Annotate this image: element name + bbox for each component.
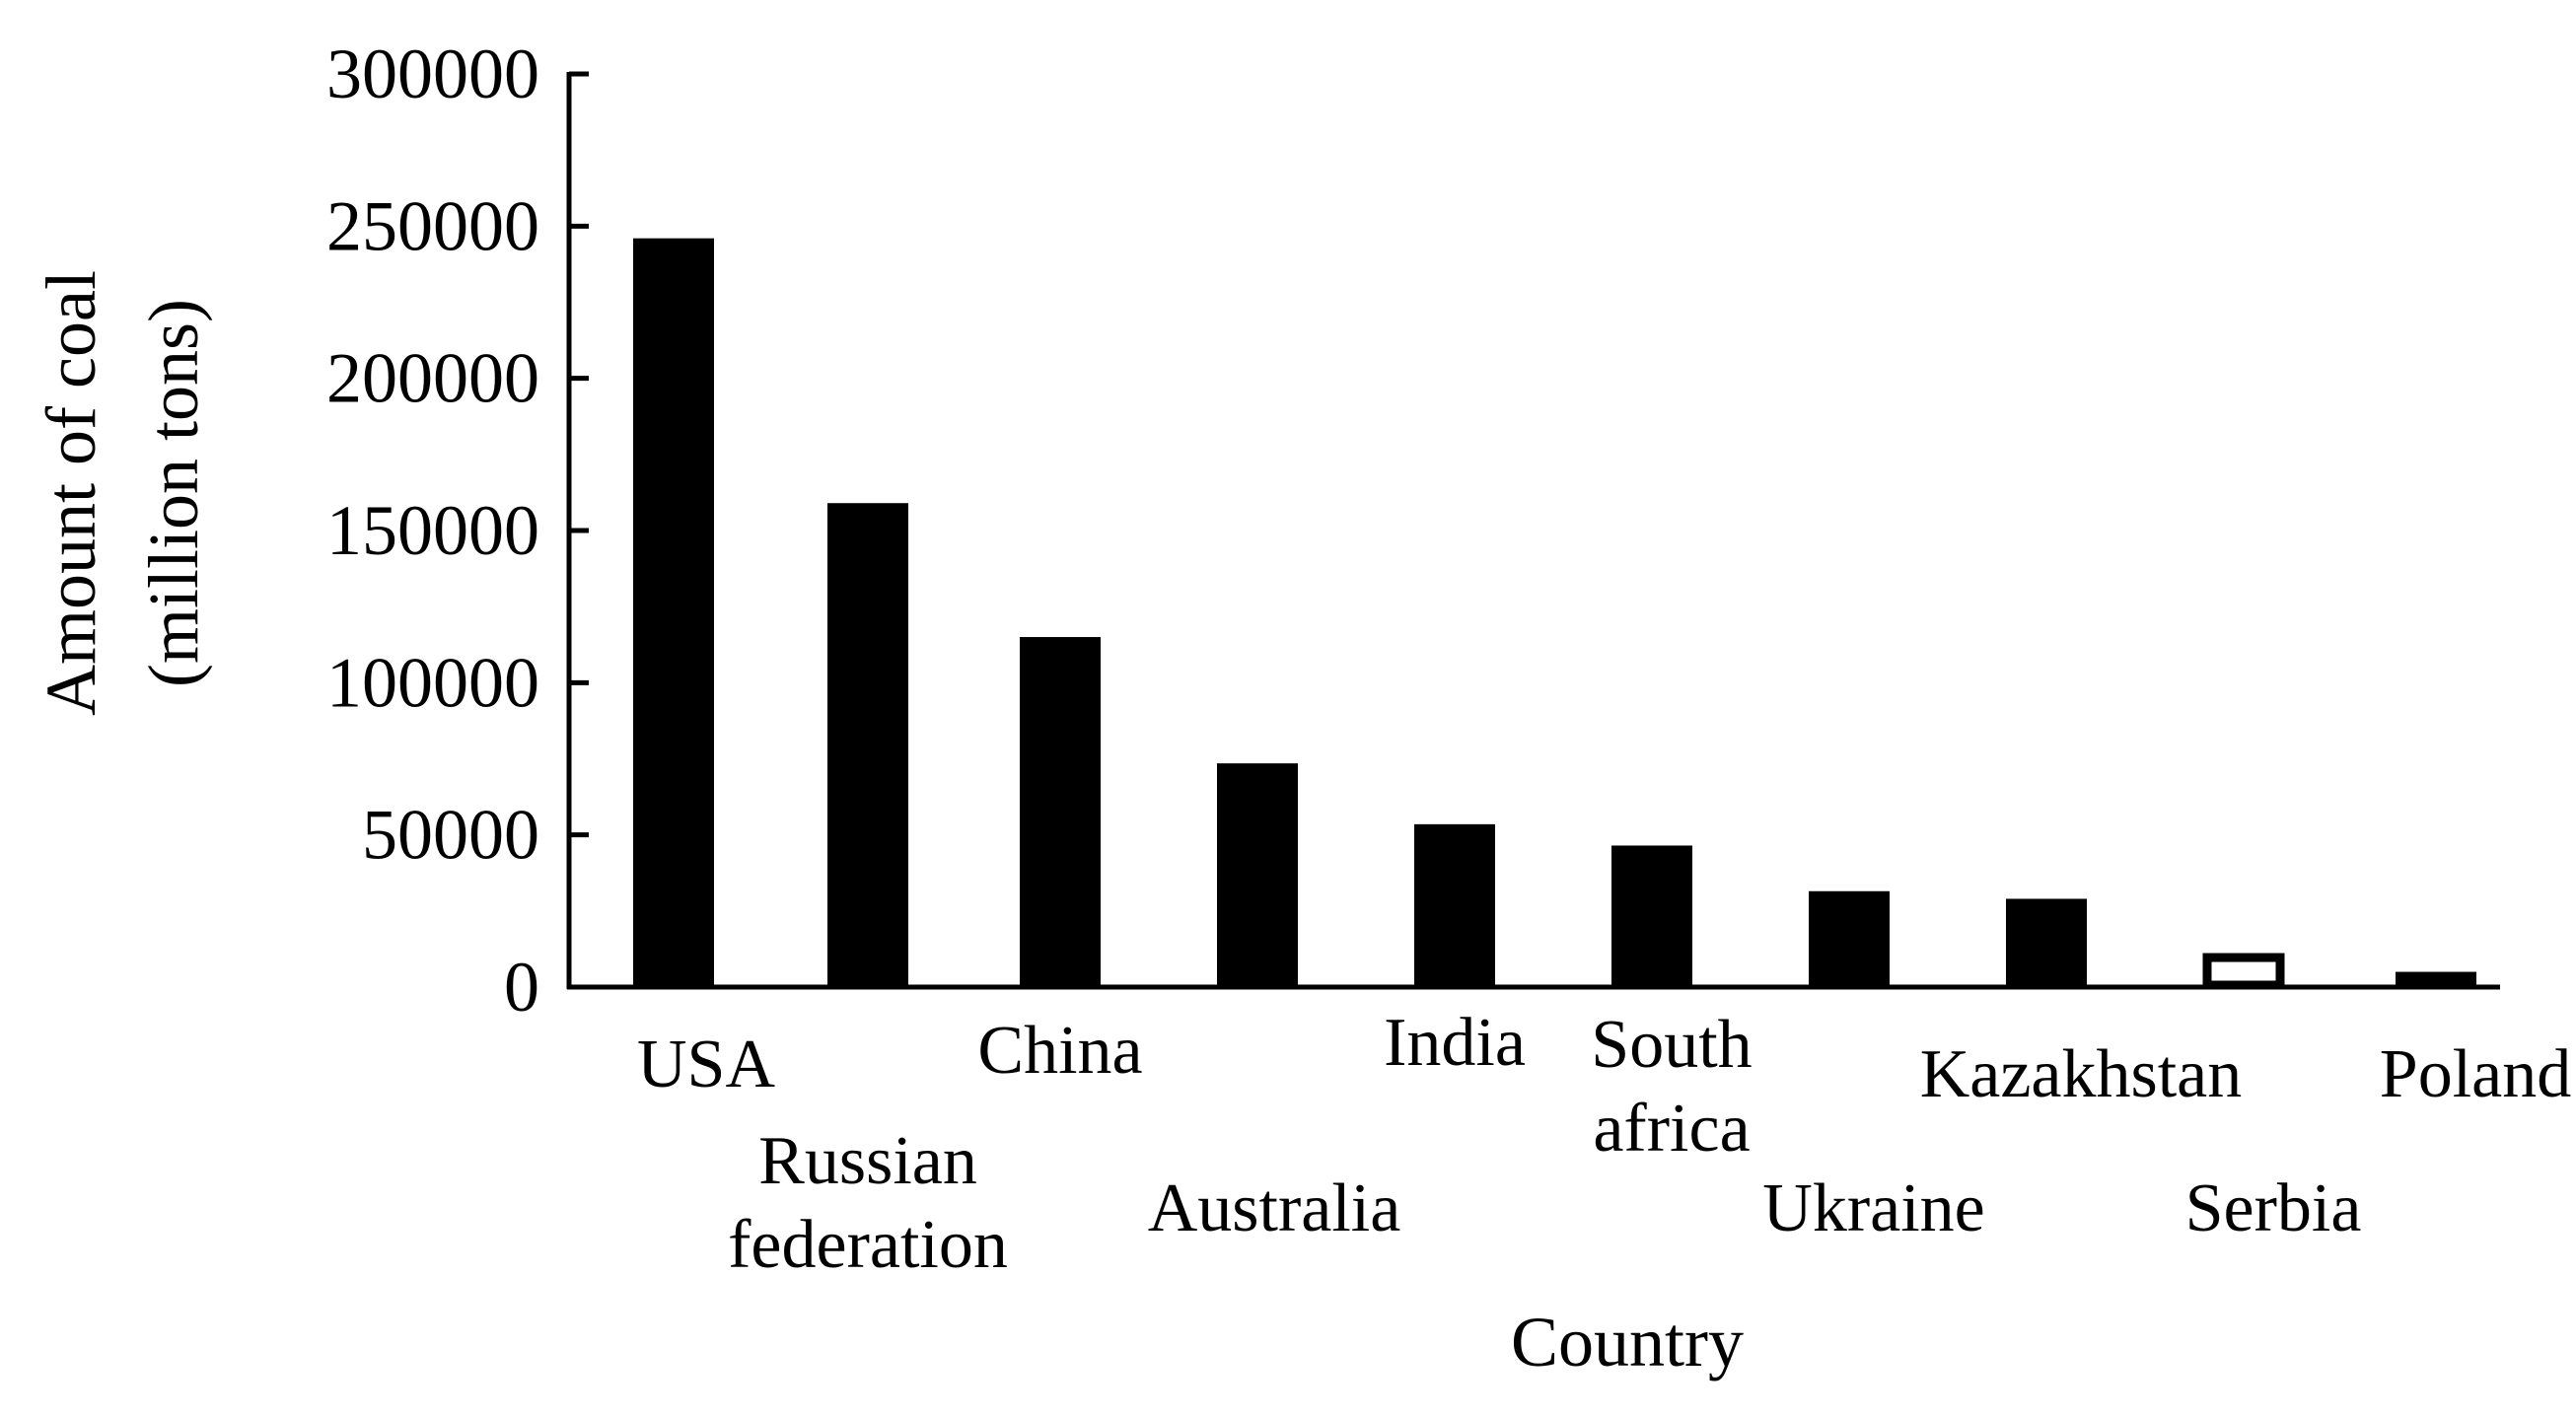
bar-ukraine xyxy=(1809,890,1890,987)
y-tick-label: 50000 xyxy=(362,796,539,875)
x-axis-label: Country xyxy=(1511,1303,1744,1382)
category-label: India xyxy=(1384,1005,1526,1081)
y-tick-label: 150000 xyxy=(326,491,539,570)
category-label: China xyxy=(977,1013,1142,1089)
bar-india xyxy=(1414,823,1495,987)
category-label: Ukraine xyxy=(1762,1170,1984,1246)
bar-usa xyxy=(633,238,714,987)
bar-poland xyxy=(2396,971,2476,987)
category-label: Russian xyxy=(758,1123,977,1199)
category-labels: USA Russian federation China Australia India S… xyxy=(637,1005,2571,1283)
y-axis-ticks: 0 50000 100000 150000 200000 250000 300000 xyxy=(326,35,589,1027)
category-label: South xyxy=(1591,1007,1752,1083)
y-axis-label-line-2: (million tons) xyxy=(134,299,213,687)
y-tick-label: 200000 xyxy=(326,339,539,418)
y-tick-label: 0 xyxy=(504,948,539,1027)
bar-south-africa xyxy=(1611,845,1692,987)
bars xyxy=(633,238,2476,990)
y-axis-label: Amount of coal (million tons) xyxy=(32,270,213,716)
bar-serbia xyxy=(2202,953,2285,990)
bar-kazakhstan xyxy=(2006,898,2087,987)
bar-china xyxy=(1020,637,1101,987)
category-label: Poland xyxy=(2380,1036,2571,1112)
category-label: Australia xyxy=(1148,1170,1401,1246)
y-tick-label: 250000 xyxy=(326,186,539,265)
category-label: africa xyxy=(1593,1091,1750,1167)
category-label: Serbia xyxy=(2185,1170,2362,1246)
bar-russian-federation xyxy=(827,503,908,987)
bar-australia xyxy=(1217,763,1298,987)
category-label: Kazakhstan xyxy=(1920,1036,2243,1112)
y-tick-label: 100000 xyxy=(326,643,539,722)
category-label: federation xyxy=(728,1207,1008,1283)
category-label: USA xyxy=(637,1027,775,1102)
y-axis-label-line-1: Amount of coal xyxy=(32,270,110,716)
y-tick-label: 300000 xyxy=(326,35,539,113)
